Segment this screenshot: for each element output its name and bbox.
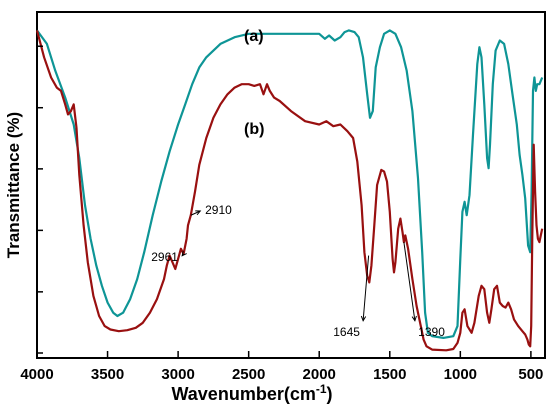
annotation-arrow xyxy=(362,255,370,321)
x-axis-title-close: ) xyxy=(327,384,333,404)
annotation-arrowhead xyxy=(181,250,187,257)
annotations-layer: 2910 2961 1645 1390 xyxy=(151,203,445,339)
series-line-a xyxy=(36,29,544,339)
x-tick-label: 1500 xyxy=(373,366,406,383)
plot-frame xyxy=(36,11,546,359)
annotation-1645: 1645 xyxy=(333,255,370,339)
x-tick-label: 2500 xyxy=(232,366,265,383)
x-axis-title-main: Wavenumber(cm xyxy=(171,384,315,404)
annotation-label: 1390 xyxy=(418,325,445,339)
annotation-arrow xyxy=(190,210,201,216)
series-layer xyxy=(35,29,544,352)
x-tick-label: 2000 xyxy=(303,366,336,383)
annotation-arrowhead xyxy=(195,210,202,216)
y-axis-title: Transmittance (%) xyxy=(4,112,23,258)
x-tick-label: 3500 xyxy=(91,366,124,383)
annotation-2961: 2961 xyxy=(151,250,187,264)
x-tick-label: 3000 xyxy=(161,366,194,383)
ticks-layer: 4000 3500 3000 2500 2000 1500 1000 500 xyxy=(20,45,543,383)
curve-label-b: (b) xyxy=(244,121,264,138)
x-tick-label: 4000 xyxy=(20,366,53,383)
annotation-arrowhead xyxy=(411,315,417,322)
annotation-label: 2910 xyxy=(205,203,232,217)
annotation-arrow xyxy=(403,242,416,321)
x-axis-title: Wavenumber(cm-1) xyxy=(171,382,332,404)
annotation-2910: 2910 xyxy=(190,203,232,217)
x-tick-label: 1000 xyxy=(444,366,477,383)
curve-label-a: (a) xyxy=(244,28,264,45)
annotation-1390: 1390 xyxy=(403,242,445,339)
annotation-arrowhead xyxy=(360,315,367,322)
annotation-label: 1645 xyxy=(333,325,360,339)
series-line-b xyxy=(35,30,544,352)
plot-area xyxy=(36,11,546,359)
annotation-label: 2961 xyxy=(151,250,178,264)
x-axis-title-superscript: -1 xyxy=(316,382,327,396)
x-tick-label: 500 xyxy=(518,366,543,383)
